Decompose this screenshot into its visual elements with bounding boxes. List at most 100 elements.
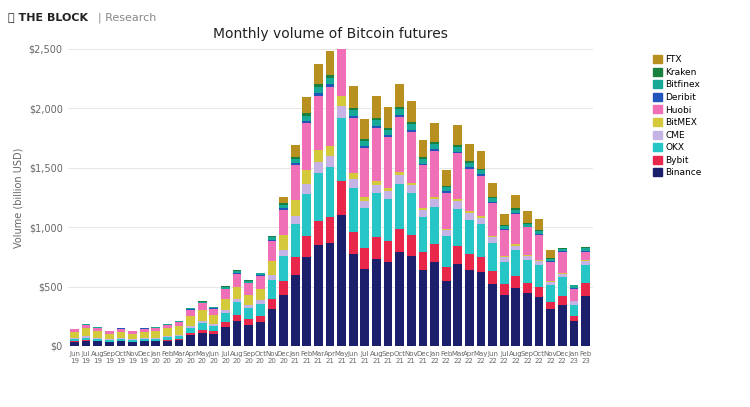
Bar xyxy=(256,300,265,304)
Bar xyxy=(291,163,299,165)
Bar xyxy=(128,340,137,342)
Bar xyxy=(221,322,230,327)
Bar xyxy=(477,151,485,168)
Bar xyxy=(488,271,497,284)
Text: | Research: | Research xyxy=(98,12,156,23)
Bar xyxy=(488,198,497,202)
Bar xyxy=(326,74,334,78)
Bar xyxy=(384,188,392,191)
Bar xyxy=(419,159,428,164)
Bar xyxy=(454,153,462,199)
Bar xyxy=(128,342,137,346)
Bar xyxy=(546,258,555,259)
Bar xyxy=(186,326,195,328)
Bar xyxy=(314,162,322,173)
Bar xyxy=(384,136,392,138)
Bar xyxy=(395,109,404,115)
Bar xyxy=(244,319,253,324)
Bar xyxy=(175,321,183,322)
Bar xyxy=(105,340,114,342)
Bar xyxy=(279,203,288,205)
Bar xyxy=(232,299,242,302)
Bar xyxy=(500,230,508,256)
Bar xyxy=(500,284,508,295)
Bar xyxy=(500,257,508,262)
Bar xyxy=(512,276,520,288)
Bar xyxy=(581,247,590,248)
Bar xyxy=(268,299,276,309)
Bar xyxy=(442,186,451,187)
Bar xyxy=(128,331,137,334)
Bar xyxy=(465,163,474,167)
Bar xyxy=(244,324,253,346)
Bar xyxy=(535,219,544,230)
Bar xyxy=(209,324,218,326)
Bar xyxy=(302,116,311,121)
Bar xyxy=(268,261,276,275)
Bar xyxy=(349,86,358,107)
Bar xyxy=(569,305,578,316)
Bar xyxy=(175,336,183,339)
Bar xyxy=(302,113,311,116)
Bar xyxy=(244,295,253,305)
Bar xyxy=(395,115,404,117)
Bar xyxy=(209,315,218,324)
Bar xyxy=(454,209,462,246)
Bar xyxy=(163,337,172,340)
Bar xyxy=(384,241,392,262)
Bar xyxy=(175,326,183,335)
Bar xyxy=(430,199,439,206)
Bar xyxy=(209,331,218,334)
Bar xyxy=(535,265,544,287)
Bar xyxy=(198,330,206,333)
Bar xyxy=(523,211,532,223)
Bar xyxy=(268,280,276,299)
Bar xyxy=(175,339,183,340)
Bar xyxy=(361,248,369,269)
Bar xyxy=(488,237,497,243)
Bar xyxy=(82,340,91,341)
Bar xyxy=(326,243,334,346)
Bar xyxy=(232,315,242,321)
Bar xyxy=(256,316,265,322)
Bar xyxy=(569,300,578,301)
Bar xyxy=(430,262,439,346)
Bar xyxy=(279,256,288,281)
Bar xyxy=(82,324,91,325)
Bar xyxy=(558,273,567,274)
Bar xyxy=(244,280,253,281)
Bar xyxy=(430,244,439,262)
Bar xyxy=(256,274,265,276)
Bar xyxy=(128,339,137,340)
Bar xyxy=(152,331,160,338)
Bar xyxy=(152,339,160,341)
Bar xyxy=(221,327,230,346)
Bar xyxy=(209,307,218,309)
Bar xyxy=(500,256,508,257)
Bar xyxy=(279,197,288,203)
Bar xyxy=(419,252,428,270)
Bar xyxy=(384,199,392,241)
Bar xyxy=(535,287,544,297)
Bar xyxy=(349,188,358,232)
Bar xyxy=(500,229,508,230)
Bar xyxy=(372,120,381,126)
Bar xyxy=(535,230,544,231)
Bar xyxy=(407,235,416,256)
Bar xyxy=(349,107,358,110)
Bar xyxy=(488,202,497,203)
Bar xyxy=(186,333,195,335)
Bar xyxy=(302,194,311,236)
Bar xyxy=(326,51,334,74)
Bar xyxy=(326,78,334,84)
Bar xyxy=(442,229,451,230)
Bar xyxy=(477,216,485,218)
Bar xyxy=(558,274,567,278)
Bar xyxy=(407,122,416,124)
Bar xyxy=(546,261,555,262)
Bar xyxy=(163,325,172,328)
Bar xyxy=(105,331,114,334)
Bar xyxy=(407,131,416,182)
Bar xyxy=(338,14,346,18)
Bar xyxy=(163,340,172,341)
